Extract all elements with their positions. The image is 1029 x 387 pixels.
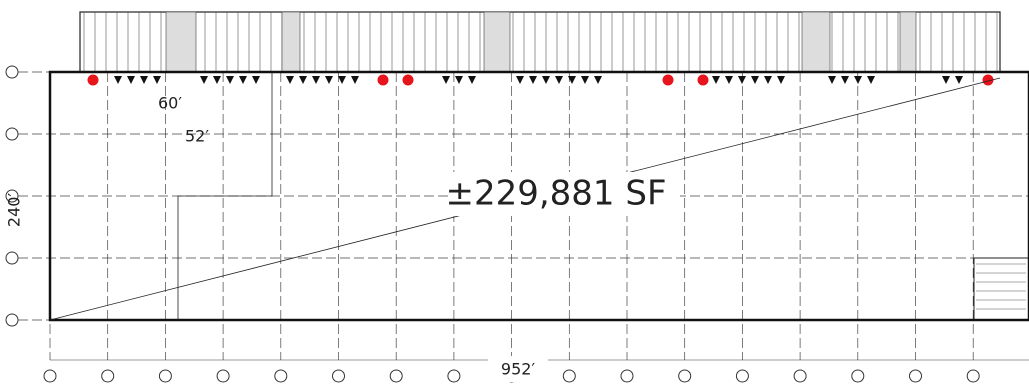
dock-door bbox=[455, 76, 463, 84]
dock-door bbox=[153, 76, 161, 84]
dock-door bbox=[239, 76, 247, 84]
dimension-leader bbox=[177, 72, 273, 320]
dock-door bbox=[351, 76, 359, 84]
dock-door bbox=[442, 76, 450, 84]
grid-bubble bbox=[5, 251, 19, 265]
dock-canopy bbox=[79, 11, 1001, 73]
grid-bubble bbox=[389, 369, 403, 383]
dock-door bbox=[114, 76, 122, 84]
dock-door bbox=[252, 76, 260, 84]
plan-layout bbox=[5, 11, 1029, 383]
marker-dot bbox=[662, 74, 674, 86]
dock-door bbox=[312, 76, 320, 84]
area-label: ±229,881 SF bbox=[445, 174, 666, 214]
grid-bubble bbox=[43, 369, 57, 383]
dock-door bbox=[712, 76, 720, 84]
dock-door bbox=[200, 76, 208, 84]
marker-dot bbox=[982, 74, 994, 86]
dock-door bbox=[468, 76, 476, 84]
dock-door bbox=[325, 76, 333, 84]
dock-door bbox=[942, 76, 950, 84]
hatch-area bbox=[801, 11, 831, 73]
grid-bubble bbox=[5, 313, 19, 327]
dock-door bbox=[854, 76, 862, 84]
hatch-area bbox=[899, 11, 917, 73]
dock-door bbox=[286, 76, 294, 84]
depth-label: 240′ bbox=[5, 193, 24, 228]
marker-dot bbox=[377, 74, 389, 86]
grid-bubble bbox=[101, 369, 115, 383]
grid-bubble bbox=[274, 369, 288, 383]
grid-bubble bbox=[793, 369, 807, 383]
hatch-area bbox=[165, 11, 197, 73]
marker-dot bbox=[402, 74, 414, 86]
dock-door bbox=[299, 76, 307, 84]
dock-door bbox=[555, 76, 563, 84]
dock-door bbox=[764, 76, 772, 84]
width-label-bg bbox=[488, 356, 548, 382]
grid-bubble bbox=[735, 369, 749, 383]
dock-door bbox=[127, 76, 135, 84]
dock-door bbox=[226, 76, 234, 84]
dock-door bbox=[529, 76, 537, 84]
office-block bbox=[973, 257, 1029, 321]
area-label-bg bbox=[448, 172, 680, 216]
grid-bubble bbox=[909, 369, 922, 383]
dock-door bbox=[955, 76, 963, 84]
dock-door bbox=[777, 76, 785, 84]
building-outline bbox=[48, 70, 1029, 322]
width-label: 952′ bbox=[501, 360, 536, 379]
dock-door bbox=[867, 76, 875, 84]
dock-door bbox=[594, 76, 602, 84]
dock-door bbox=[338, 76, 346, 84]
dock-door bbox=[841, 76, 849, 84]
grid-bubble bbox=[562, 369, 576, 383]
dock-door bbox=[213, 76, 221, 84]
grid-bubble bbox=[216, 369, 230, 383]
dock-door bbox=[751, 76, 759, 84]
marker-dot bbox=[87, 74, 99, 86]
grid-bubble bbox=[447, 369, 461, 383]
dock-door bbox=[828, 76, 836, 84]
dock-door bbox=[542, 76, 550, 84]
grid-bubble bbox=[678, 369, 692, 383]
bay-depth-label: 60′ bbox=[158, 94, 182, 113]
hatch-area bbox=[483, 11, 511, 73]
bay-width-label: 52′ bbox=[185, 127, 209, 146]
grid-bubble bbox=[5, 189, 19, 203]
grid-bubble bbox=[620, 369, 634, 383]
grid-bubble bbox=[332, 369, 345, 383]
grid-bubble bbox=[158, 369, 172, 383]
dock-door bbox=[581, 76, 589, 84]
grid-bubble bbox=[5, 127, 19, 141]
dock-door bbox=[516, 76, 524, 84]
grid-bubble bbox=[851, 369, 865, 383]
grid-bubble bbox=[5, 65, 19, 79]
hatch-area bbox=[281, 11, 301, 73]
dock-door bbox=[725, 76, 733, 84]
dock-door bbox=[738, 76, 746, 84]
grid-bubble bbox=[966, 369, 980, 383]
dock-door bbox=[140, 76, 148, 84]
dock-door bbox=[568, 76, 576, 84]
marker-dot bbox=[697, 74, 709, 86]
